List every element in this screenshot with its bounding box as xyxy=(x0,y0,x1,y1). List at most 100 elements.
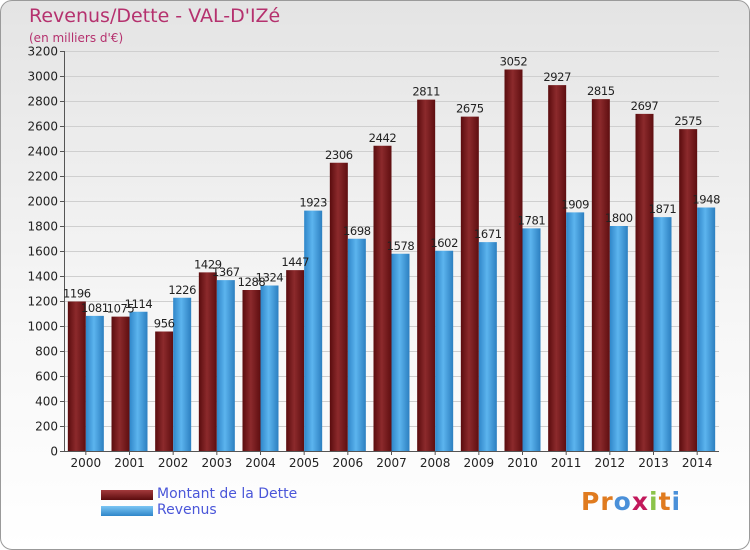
bar-revenus xyxy=(653,217,672,451)
x-tick-label: 2007 xyxy=(376,456,407,470)
bar-revenus xyxy=(173,297,192,451)
value-label-revenus: 1800 xyxy=(605,211,633,225)
legend-swatch-revenus xyxy=(101,506,153,516)
y-tick-label: 2800 xyxy=(27,95,58,109)
y-tick-label: 400 xyxy=(35,395,58,409)
chart-subtitle: (en milliers d'€) xyxy=(29,31,124,45)
legend-label-debt: Montant de la Dette xyxy=(157,486,298,502)
y-tick-label: 2400 xyxy=(27,145,58,159)
bar-revenus xyxy=(566,212,585,451)
y-tick-label: 600 xyxy=(35,370,58,384)
x-tick-label: 2008 xyxy=(420,456,451,470)
value-label-dette: 2815 xyxy=(587,84,615,98)
bar-revenus xyxy=(347,238,366,451)
bar-revenus xyxy=(85,315,104,451)
bar-dette xyxy=(111,316,130,451)
value-label-revenus: 1909 xyxy=(561,197,589,211)
bar-dette xyxy=(417,99,436,451)
value-label-dette: 956 xyxy=(154,317,175,331)
y-tick-label: 2000 xyxy=(27,195,58,209)
bar-dette xyxy=(198,272,217,451)
bar-revenus xyxy=(478,242,497,451)
logo-letter: t xyxy=(658,487,672,516)
logo-letter: o xyxy=(613,487,632,516)
y-tick-label: 200 xyxy=(35,420,58,434)
value-label-revenus: 1114 xyxy=(125,297,153,311)
value-label-dette: 2927 xyxy=(543,70,571,84)
x-tick-label: 2001 xyxy=(114,456,145,470)
x-tick-label: 2006 xyxy=(333,456,364,470)
x-tick-label: 2002 xyxy=(158,456,189,470)
value-label-revenus: 1948 xyxy=(692,193,720,207)
x-tick-label: 2003 xyxy=(202,456,233,470)
bar-dette xyxy=(635,113,654,451)
bar-dette xyxy=(548,85,567,451)
logo-letter: P xyxy=(581,487,601,516)
bar-revenus xyxy=(522,228,541,451)
logo-letter: x xyxy=(631,487,649,516)
bar-revenus xyxy=(260,285,279,451)
y-tick-label: 2600 xyxy=(27,120,58,134)
value-label-dette: 2811 xyxy=(412,85,440,99)
y-tick-label: 1600 xyxy=(27,245,58,259)
bar-dette xyxy=(591,99,610,451)
x-tick-label: 2013 xyxy=(638,456,669,470)
value-label-dette: 1447 xyxy=(281,255,309,269)
value-label-dette: 1288 xyxy=(238,275,266,289)
bar-revenus xyxy=(609,226,628,451)
x-tick-label: 2005 xyxy=(289,456,320,470)
value-label-revenus: 1226 xyxy=(168,283,196,297)
logo-letter: i xyxy=(649,487,659,516)
y-tick-label: 2200 xyxy=(27,170,58,184)
y-tick-label: 3200 xyxy=(27,45,58,59)
proxiti-logo: Proxiti xyxy=(581,487,681,516)
bar-revenus xyxy=(304,210,323,451)
legend-swatch-debt xyxy=(101,490,153,500)
y-tick-label: 1800 xyxy=(27,220,58,234)
bar-dette xyxy=(67,301,86,451)
y-tick-label: 0 xyxy=(50,445,58,459)
value-label-revenus: 1871 xyxy=(649,202,677,216)
bar-dette xyxy=(329,162,348,451)
bar-dette xyxy=(504,69,523,451)
value-label-dette: 1429 xyxy=(194,257,222,271)
value-label-revenus: 1781 xyxy=(518,213,546,227)
value-label-dette: 1075 xyxy=(107,302,135,316)
bar-dette xyxy=(373,145,392,451)
x-tick-label: 2014 xyxy=(682,456,713,470)
value-label-revenus: 1578 xyxy=(387,239,415,253)
bar-revenus xyxy=(435,250,454,451)
value-label-revenus: 1698 xyxy=(343,224,371,238)
axes: 0 200 400 600 800 1000 1200 1400 1600 1800 2000 220… xyxy=(27,45,719,470)
value-label-revenus: 1324 xyxy=(256,271,284,285)
value-label-revenus: 1367 xyxy=(212,265,240,279)
bar-revenus xyxy=(216,280,235,451)
x-tick-label: 2004 xyxy=(245,456,276,470)
chart-title: Revenus/Dette - VAL-D'IZé xyxy=(29,5,281,27)
y-tick-label: 1400 xyxy=(27,270,58,284)
value-label-dette: 1196 xyxy=(63,287,91,301)
x-tick-label: 2000 xyxy=(71,456,102,470)
value-label-dette: 2306 xyxy=(325,148,353,162)
x-tick-label: 2011 xyxy=(551,456,582,470)
value-label-dette: 2442 xyxy=(369,131,397,145)
y-tick-label: 3000 xyxy=(27,70,58,84)
value-label-revenus: 1081 xyxy=(81,301,109,315)
bar-dette xyxy=(460,116,479,451)
bars xyxy=(67,69,716,451)
value-label-revenus: 1671 xyxy=(474,227,502,241)
y-tick-label: 1000 xyxy=(27,320,58,334)
x-tick-label: 2009 xyxy=(464,456,495,470)
value-label-dette: 2675 xyxy=(456,102,484,116)
value-label-dette: 3052 xyxy=(500,55,528,69)
x-tick-label: 2010 xyxy=(507,456,538,470)
y-tick-label: 1200 xyxy=(27,295,58,309)
value-label-dette: 2697 xyxy=(631,99,659,113)
bar-dette xyxy=(155,331,174,451)
value-label-revenus: 1602 xyxy=(430,236,458,250)
legend-label-revenus: Revenus xyxy=(157,502,217,518)
bar-revenus xyxy=(391,253,410,451)
